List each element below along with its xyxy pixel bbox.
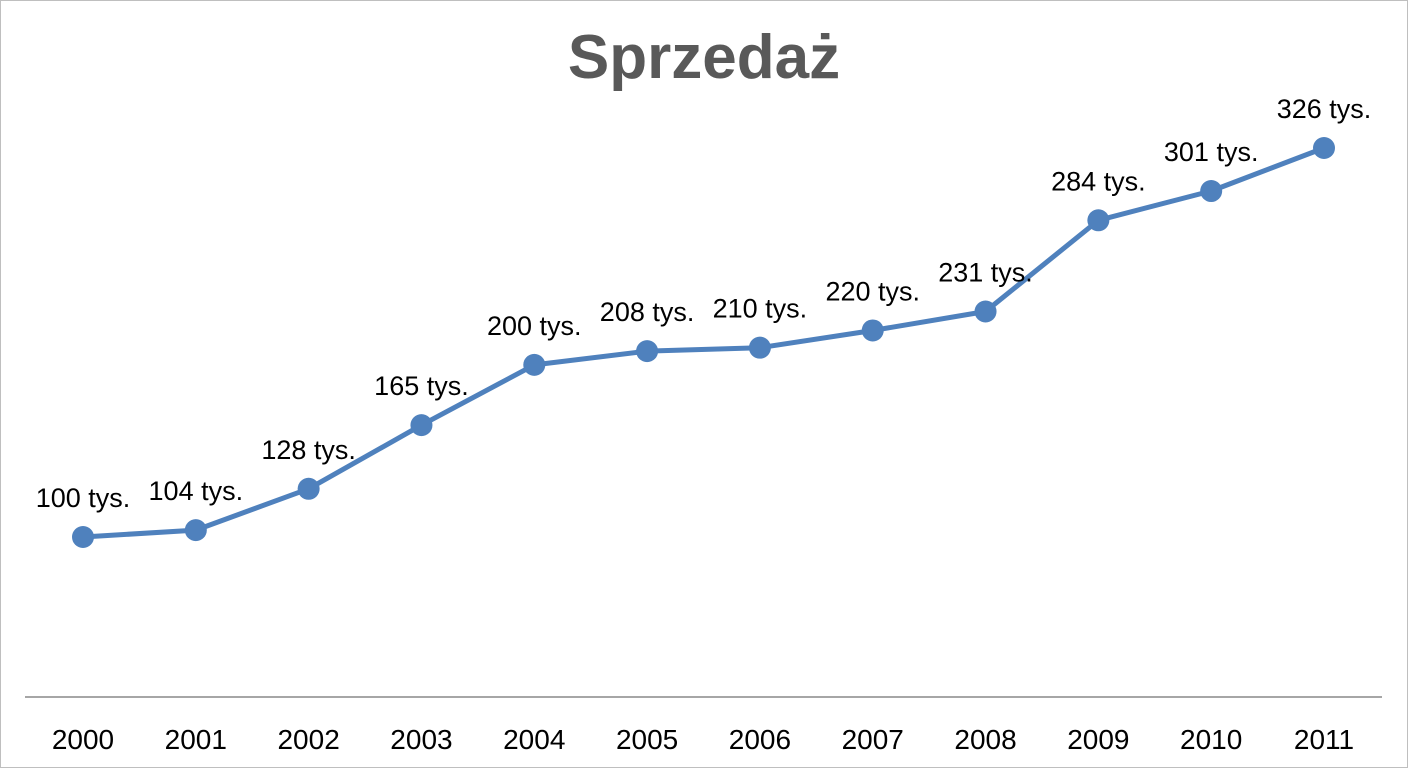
x-tick-label-2005: 2005: [616, 724, 678, 755]
data-label-2003: 165 tys.: [374, 371, 469, 401]
chart-title: Sprzedaż: [568, 23, 840, 92]
data-label-2008: 231 tys.: [938, 258, 1033, 288]
x-tick-label-2009: 2009: [1067, 724, 1129, 755]
x-tick-labels: 2000 2001 2002 2003 2004 2005 2006 2007 2008 2009…: [52, 724, 1354, 755]
x-tick-label-2006: 2006: [729, 724, 791, 755]
data-label-2009: 284 tys.: [1051, 166, 1146, 196]
data-label-2001: 104 tys.: [149, 476, 244, 506]
data-point-2002: [297, 477, 320, 500]
data-point-2004: [523, 353, 546, 376]
x-tick-label-2011: 2011: [1294, 724, 1354, 755]
data-points: [72, 137, 1335, 548]
data-label-2000: 100 tys.: [36, 483, 131, 513]
data-label-2010: 301 tys.: [1164, 137, 1259, 167]
data-point-2009: [1087, 209, 1110, 232]
data-label-2007: 220 tys.: [825, 276, 920, 306]
x-tick-label-2010: 2010: [1180, 724, 1242, 755]
x-tick-label-2004: 2004: [503, 724, 565, 755]
data-label-2011: 326 tys.: [1277, 94, 1372, 124]
data-point-2008: [974, 300, 997, 323]
data-label-2006: 210 tys.: [713, 294, 808, 324]
data-point-2011: [1313, 137, 1335, 159]
x-tick-label-2007: 2007: [842, 724, 904, 755]
data-point-2005: [636, 340, 659, 363]
data-point-2010: [1200, 180, 1223, 203]
series-line-layer: [80, 145, 1327, 540]
data-label-2005: 208 tys.: [600, 297, 695, 327]
data-labels: 100 tys. 104 tys. 128 tys. 165 tys. 200 tys.…: [36, 94, 1372, 513]
data-point-2007: [861, 319, 884, 342]
data-point-2006: [748, 336, 771, 359]
x-tick-label-2000: 2000: [52, 724, 114, 755]
data-point-2000: [72, 526, 94, 548]
x-tick-label-2001: 2001: [165, 724, 227, 755]
data-label-2002: 128 tys.: [261, 435, 356, 465]
x-tick-label-2002: 2002: [277, 724, 339, 755]
series-line: [80, 145, 1327, 540]
data-point-2001: [184, 519, 207, 542]
x-tick-label-2003: 2003: [390, 724, 452, 755]
x-tick-label-2008: 2008: [954, 724, 1016, 755]
data-label-2004: 200 tys.: [487, 311, 582, 341]
data-point-2003: [410, 414, 433, 437]
